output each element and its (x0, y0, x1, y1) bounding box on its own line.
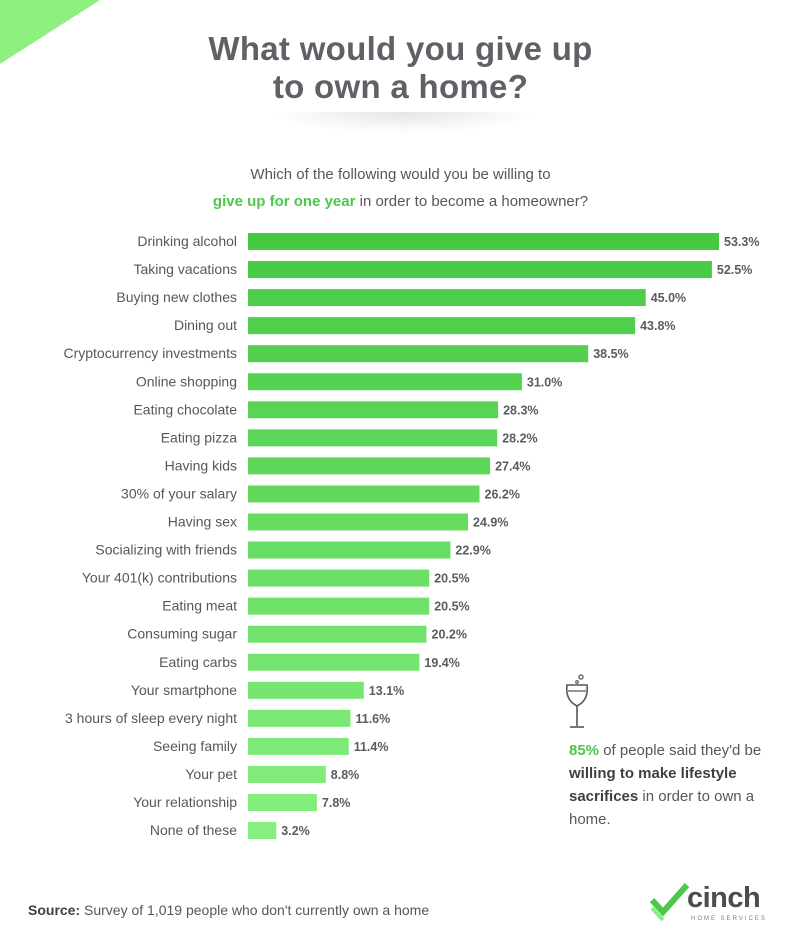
callout-text: 85% of people said they'd be willing to … (569, 739, 779, 831)
wine-glass-icon (565, 674, 589, 728)
bar (248, 289, 646, 307)
bar (248, 681, 364, 699)
category-label: Consuming sugar (127, 626, 237, 642)
category-label: Eating pizza (161, 429, 237, 445)
value-label: 52.5% (717, 263, 752, 277)
bar (248, 401, 499, 419)
value-label: 8.8% (331, 768, 360, 782)
subtitle-rest: in order to become a homeowner? (355, 193, 589, 210)
category-label: None of these (150, 822, 237, 838)
category-label: Drinking alcohol (137, 233, 237, 249)
cinch-logo: cinch HOME SERVICES (649, 880, 779, 928)
category-label: 3 hours of sleep every night (65, 710, 237, 726)
bar (248, 794, 317, 811)
category-label: Eating chocolate (133, 401, 237, 417)
subtitle-highlight: give up for one year (212, 193, 356, 210)
bar (248, 345, 589, 363)
value-label: 38.5% (593, 347, 628, 361)
cinch-check-logo-icon (649, 883, 690, 922)
bar (248, 822, 277, 840)
bar (248, 373, 522, 391)
category-label: Taking vacations (133, 261, 237, 277)
bar (248, 625, 427, 643)
bar (248, 569, 430, 587)
callout-percent: 85% (569, 742, 600, 759)
value-label: 45.0% (651, 291, 686, 305)
value-label: 20.5% (434, 600, 469, 614)
category-label: 30% of your salary (121, 485, 237, 501)
bar (248, 737, 349, 755)
callout-text-2: in order to own a home. (569, 788, 755, 828)
value-label: 22.9% (455, 544, 490, 558)
bar (248, 597, 430, 615)
value-label: 11.4% (354, 740, 389, 754)
category-label: Cryptocurrency investments (63, 345, 237, 361)
value-label: 28.2% (502, 431, 537, 445)
value-label: 43.8% (640, 319, 675, 333)
value-label: 28.3% (503, 403, 538, 417)
value-label: 27.4% (495, 459, 530, 473)
category-label: Seeing family (153, 738, 237, 754)
source-text: Survey of 1,019 people who don't current… (80, 902, 430, 918)
value-label: 20.5% (434, 572, 469, 586)
subtitle-line-2: give up for one year in order to become … (0, 188, 801, 215)
bar (248, 485, 480, 503)
source-note: Source: Survey of 1,019 people who don't… (28, 902, 429, 918)
page-title: What would you give up to own a home? (0, 30, 801, 106)
category-label: Your smartphone (131, 682, 237, 698)
bar (248, 429, 498, 447)
bar (248, 261, 712, 279)
value-label: 31.0% (527, 375, 562, 389)
bar (248, 457, 491, 475)
value-label: 7.8% (322, 796, 351, 810)
source-label: Source: (28, 902, 81, 918)
category-label: Eating carbs (159, 654, 237, 670)
value-label: 24.9% (473, 516, 508, 530)
title-line-2: to own a home? (272, 68, 529, 105)
bar (248, 233, 719, 250)
category-label: Dining out (174, 317, 237, 333)
title-line-1: What would you give up (208, 30, 593, 67)
bar (248, 765, 326, 783)
value-label: 20.2% (432, 628, 467, 642)
category-label: Buying new clothes (116, 289, 237, 305)
value-label: 26.2% (485, 487, 520, 501)
value-label: 11.6% (356, 712, 391, 726)
chart-subtitle: Which of the following would you be will… (0, 161, 801, 215)
value-label: 19.4% (424, 656, 459, 670)
bar (248, 541, 451, 559)
logo-tagline: HOME SERVICES (691, 916, 767, 922)
category-label: Socializing with friends (95, 542, 237, 558)
corner-accent (0, 0, 100, 64)
bar (248, 513, 468, 531)
category-label: Your relationship (133, 794, 237, 810)
category-label: Having kids (165, 457, 237, 473)
bar (248, 317, 636, 335)
category-label: Having sex (168, 514, 237, 530)
category-label: Your 401(k) contributions (82, 570, 237, 586)
title-shadow (268, 112, 540, 134)
value-label: 3.2% (281, 824, 310, 838)
subtitle-line-1: Which of the following would you be will… (250, 166, 551, 183)
callout-text-1: of people said they'd be (599, 742, 762, 759)
category-label: Online shopping (136, 373, 237, 389)
logo-name: cinch (687, 882, 761, 914)
value-label: 13.1% (369, 684, 404, 698)
value-label: 53.3% (724, 235, 759, 249)
category-label: Your pet (185, 766, 237, 782)
category-label: Eating meat (162, 598, 237, 614)
callout-bold: willing to make lifestyle sacrifices (569, 765, 737, 805)
bar (248, 653, 420, 671)
bar (248, 709, 351, 727)
